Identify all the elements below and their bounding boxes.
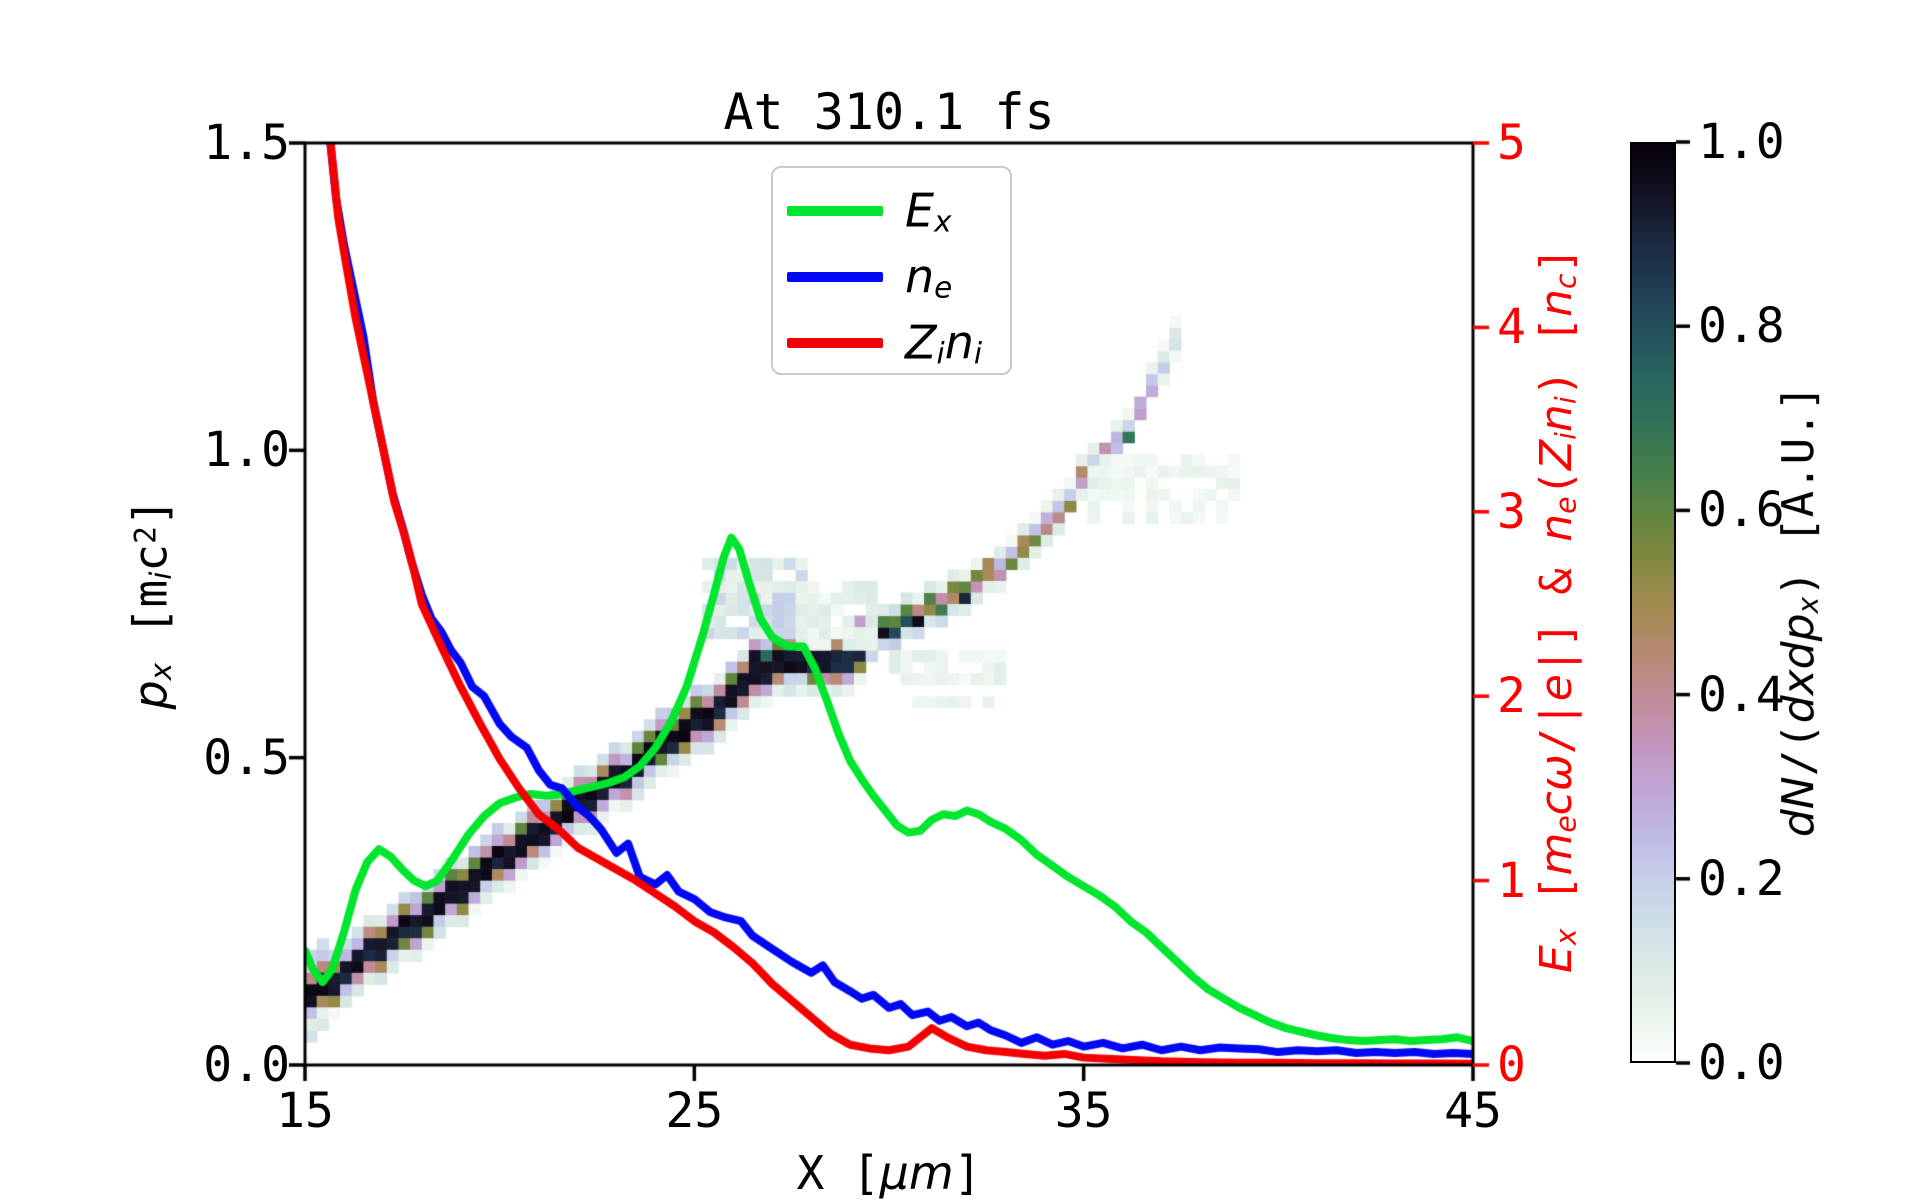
- label-part: μm: [879, 1146, 954, 1200]
- label-part: e: [934, 270, 953, 305]
- label-part: ]: [1531, 246, 1583, 274]
- label-part: E: [1531, 945, 1583, 974]
- legend-entry-n_e: ne: [773, 244, 1010, 310]
- legend-label: ne: [905, 249, 952, 304]
- x-tick-label: 15: [276, 1083, 334, 1139]
- legend-line-sample: [787, 272, 883, 282]
- legend-entry-E_x: Ex: [773, 178, 1010, 244]
- page-title: At 310.1 fs: [723, 83, 1055, 141]
- label-part: ) [: [1531, 316, 1583, 397]
- x-tick-label: 45: [1444, 1083, 1502, 1139]
- label-part: (: [1531, 470, 1583, 497]
- label-part: Z: [1531, 439, 1583, 471]
- label-part: i: [144, 571, 179, 580]
- label-part: [: [1531, 875, 1583, 929]
- colorbar-tick-label: 0.4: [1698, 666, 1785, 723]
- label-part: n: [1531, 404, 1583, 433]
- colorbar-tick-label: 0.2: [1698, 850, 1785, 907]
- y-left-tick-label: 1.5: [203, 115, 290, 171]
- label-part: /(: [1773, 723, 1825, 777]
- label-part: 2: [128, 526, 163, 544]
- label-part: [m: [123, 579, 178, 663]
- label-part: x: [1549, 928, 1583, 946]
- legend-line-sample: [787, 206, 883, 216]
- legend-label: Zini: [905, 315, 982, 370]
- label-part: /|: [1531, 701, 1583, 755]
- label-part: e: [1549, 496, 1583, 514]
- y-axis-left-label: px [mic2]: [123, 498, 179, 709]
- label-part: i: [1549, 396, 1583, 405]
- colorbar-gradient: [1630, 142, 1676, 1063]
- label-part: n: [905, 249, 935, 304]
- y-left-tick-label: 1.0: [203, 422, 290, 479]
- label-part: ω: [1531, 754, 1583, 792]
- y-axis-right-label: Ex [mecω/|e|] & ne(Zini) [nc]: [1531, 247, 1583, 973]
- label-part: X [: [796, 1146, 880, 1200]
- label-part: i: [1549, 432, 1583, 440]
- label-part: x: [934, 204, 952, 239]
- legend: Ex ne Zini: [771, 166, 1012, 375]
- label-part: e: [1531, 674, 1583, 702]
- y-right-tick-label: 1: [1497, 852, 1526, 909]
- label-part: n: [944, 315, 974, 370]
- label-part: c: [123, 543, 178, 572]
- legend-line-sample: [787, 338, 883, 348]
- label-part: E: [905, 183, 935, 238]
- label-part: Z: [905, 315, 937, 370]
- legend-label: Ex: [905, 183, 952, 238]
- label-part: c: [1549, 273, 1583, 289]
- label-part: n: [1531, 513, 1583, 542]
- label-part: i: [973, 336, 983, 371]
- y-right-tick-label: 2: [1497, 668, 1526, 725]
- colorbar-label: dN/(dxdpx) [A.U.]: [1773, 385, 1825, 837]
- label-part: e: [1549, 815, 1583, 833]
- label-part: n: [1531, 288, 1583, 317]
- label-part: |] &: [1531, 541, 1583, 675]
- x-axis-label: X [μm]: [797, 1150, 982, 1196]
- colorbar-tick-label: 1.0: [1698, 114, 1785, 170]
- label-part: c: [1531, 791, 1583, 816]
- legend-entry-Z_in_i: Zini: [773, 310, 1010, 376]
- colorbar-tick-label: 0.6: [1698, 482, 1785, 539]
- label-part: x: [144, 662, 179, 681]
- label-part: ]: [953, 1146, 982, 1200]
- label-part: dN: [1773, 776, 1825, 838]
- label-part: p: [123, 680, 178, 710]
- label-part: x: [1791, 596, 1825, 614]
- y-right-tick-label: 4: [1497, 299, 1526, 356]
- y-left-tick-label: 0.5: [203, 729, 290, 786]
- label-part: ]: [123, 498, 178, 527]
- label-part: i: [936, 336, 945, 371]
- colorbar-tick-label: 0.8: [1698, 298, 1785, 355]
- label-part: m: [1531, 832, 1583, 876]
- x-tick-label: 25: [665, 1083, 724, 1139]
- x-tick-label: 35: [1054, 1083, 1113, 1139]
- y-right-tick-label: 3: [1497, 483, 1526, 540]
- colorbar-tick-label: 0.0: [1698, 1035, 1785, 1091]
- y-left-tick-label: 0.0: [203, 1037, 290, 1093]
- y-right-tick-label: 5: [1497, 115, 1526, 171]
- y-right-tick-label: 0: [1497, 1037, 1526, 1093]
